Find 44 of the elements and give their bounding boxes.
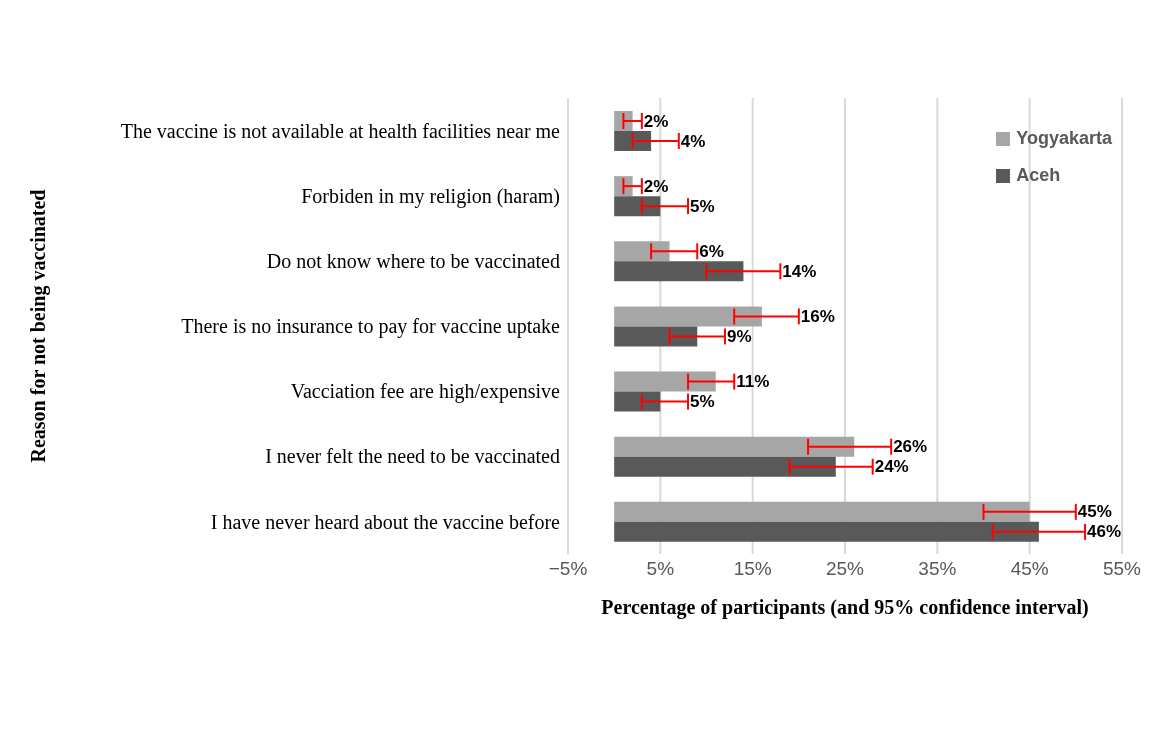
data-label: 45%	[1077, 502, 1112, 522]
data-label: 16%	[800, 306, 835, 326]
data-label: 5%	[690, 196, 715, 216]
data-label: 9%	[726, 326, 752, 346]
bar	[614, 196, 661, 217]
data-label: 24%	[874, 457, 909, 477]
data-label: 26%	[893, 437, 928, 457]
bar	[614, 501, 1030, 522]
bar	[614, 371, 716, 392]
data-label: 4%	[680, 131, 706, 151]
bar	[614, 436, 855, 457]
y-tick-label: Forbiden in my religion (haram)	[301, 184, 560, 208]
bar	[614, 241, 670, 262]
x-tick-label: 5%	[646, 558, 675, 580]
bar	[614, 391, 661, 412]
y-tick-label: Do not know where to be vaccinated	[266, 249, 560, 272]
y-tick-label: There is no insurance to pay for vaccine uptake	[181, 315, 561, 339]
x-tick-label: 55%	[1102, 558, 1142, 580]
y-tick-label: I have never heard about the vaccine before	[210, 510, 561, 533]
data-label: 6%	[699, 241, 724, 261]
data-label: 5%	[690, 392, 715, 412]
legend-label: Aceh	[1016, 165, 1061, 186]
bar	[614, 306, 762, 327]
x-tick-label: 15%	[733, 558, 772, 580]
data-label: 11%	[736, 372, 770, 392]
bar	[614, 521, 1039, 542]
x-tick-label: 45%	[1010, 558, 1049, 580]
x-tick-label: −5%	[548, 558, 588, 580]
y-tick-label: Vacciation fee are high/expensive	[290, 380, 561, 404]
x-tick-label: 25%	[825, 558, 865, 580]
data-label: 14%	[782, 261, 817, 281]
data-label: 2%	[643, 111, 669, 131]
x-axis-title: Percentage of participants (and 95% confidence interval)	[601, 596, 1089, 619]
y-tick-label: The vaccine is not available at health facilities near me	[120, 119, 561, 142]
y-axis-title: Reason for not being vaccinated	[27, 189, 51, 463]
bar	[614, 261, 744, 282]
bar	[614, 456, 836, 477]
data-label: 2%	[643, 176, 669, 196]
bar	[614, 131, 652, 151]
x-tick-label: 35%	[918, 558, 957, 580]
bar	[614, 326, 698, 347]
y-tick-label: I never felt the need to be vaccinated	[265, 445, 560, 468]
legend-label: Yogyakarta	[1016, 128, 1112, 149]
data-label: 46%	[1087, 522, 1122, 542]
